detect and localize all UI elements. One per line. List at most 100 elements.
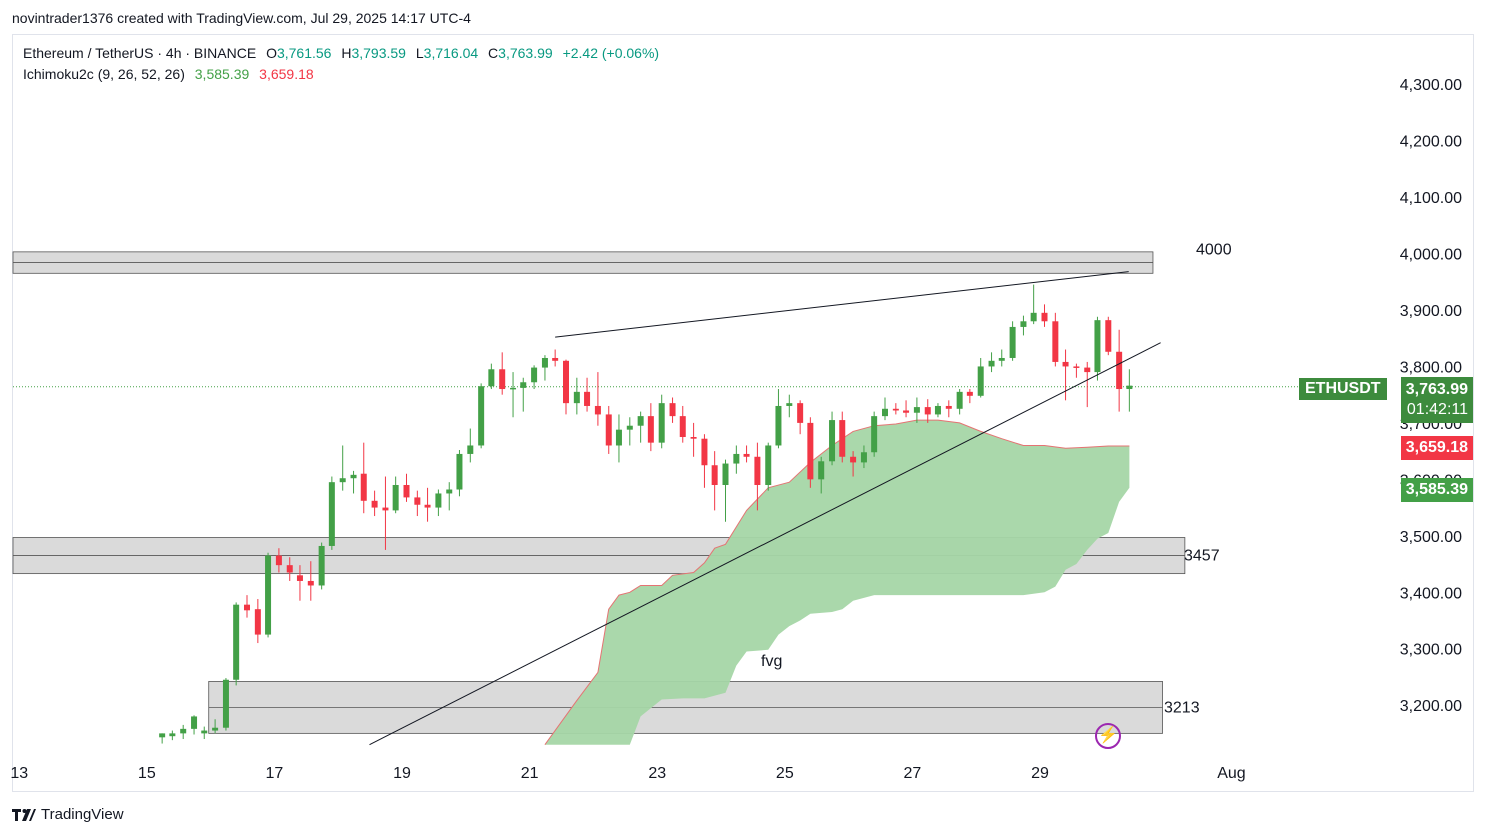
candle bbox=[615, 414, 622, 463]
candle-body bbox=[637, 416, 644, 426]
candle bbox=[382, 476, 389, 550]
candle-body bbox=[818, 461, 825, 480]
candle-body bbox=[446, 489, 453, 494]
candle-body bbox=[765, 445, 772, 485]
symbol-legend[interactable]: Ethereum / TetherUS · 4h · BINANCE O3,76… bbox=[23, 45, 659, 61]
candle-body bbox=[499, 369, 506, 390]
zone-label-4000: 4000 bbox=[1196, 242, 1232, 259]
candle bbox=[839, 411, 846, 463]
candle bbox=[403, 473, 410, 502]
candle-body bbox=[658, 403, 665, 443]
candle-body bbox=[307, 580, 314, 586]
candle-body bbox=[966, 391, 973, 396]
candle-body bbox=[860, 452, 867, 463]
candle bbox=[520, 377, 527, 412]
candle bbox=[169, 730, 176, 741]
candle-body bbox=[584, 391, 591, 406]
zone-label-3213: 3213 bbox=[1164, 699, 1200, 716]
candle-body bbox=[212, 727, 219, 731]
candle-body bbox=[233, 604, 240, 680]
symbol-title: Ethereum / TetherUS · 4h · BINANCE bbox=[23, 45, 257, 61]
candle bbox=[605, 405, 612, 454]
candle bbox=[212, 719, 219, 734]
indicator-value-1: 3,585.39 bbox=[194, 66, 250, 82]
candle-body bbox=[934, 405, 941, 415]
candle bbox=[1062, 349, 1069, 401]
candle-body bbox=[1094, 320, 1101, 373]
close-label: C bbox=[488, 45, 499, 61]
candle-body bbox=[605, 414, 612, 446]
candle-body bbox=[1030, 312, 1037, 322]
candle bbox=[988, 352, 995, 373]
candle bbox=[328, 476, 335, 550]
candle-body bbox=[871, 416, 878, 453]
y-tick-label: 3,400.00 bbox=[1400, 585, 1462, 602]
candle-body bbox=[615, 429, 622, 446]
indicator-title: Ichimoku2c (9, 26, 52, 26) bbox=[23, 66, 185, 82]
candle bbox=[786, 394, 793, 418]
candle bbox=[1009, 321, 1016, 361]
candle-body bbox=[339, 478, 346, 483]
candle-body bbox=[679, 416, 686, 438]
candle bbox=[860, 445, 867, 469]
lightning-icon[interactable]: ⚡ bbox=[1095, 723, 1121, 749]
candle-body bbox=[977, 366, 984, 396]
candle bbox=[296, 565, 303, 601]
x-tick-label: 23 bbox=[648, 765, 666, 782]
candle-body bbox=[924, 407, 931, 415]
candle-body bbox=[510, 387, 517, 390]
candle-body bbox=[1073, 366, 1080, 368]
candle bbox=[669, 397, 676, 423]
candle bbox=[807, 417, 814, 488]
candle bbox=[552, 349, 559, 367]
trendline-1 bbox=[555, 271, 1129, 338]
candle-body bbox=[786, 403, 793, 406]
candle-body bbox=[690, 437, 697, 439]
candle-body bbox=[563, 360, 569, 404]
candle bbox=[733, 445, 740, 474]
candle bbox=[318, 542, 325, 590]
candle bbox=[679, 405, 686, 443]
candle bbox=[1116, 329, 1123, 412]
y-tick-label: 3,500.00 bbox=[1400, 529, 1462, 546]
candle-body bbox=[733, 453, 740, 464]
candle bbox=[1041, 304, 1048, 327]
candle bbox=[180, 724, 187, 740]
indicator-value-2: 3,659.18 bbox=[259, 66, 314, 82]
candle-body bbox=[711, 465, 718, 485]
candle bbox=[159, 733, 166, 744]
x-tick-label: 17 bbox=[266, 765, 284, 782]
y-tick-label: 4,100.00 bbox=[1400, 190, 1462, 207]
candle-body bbox=[882, 408, 888, 417]
tradingview-logo-icon bbox=[12, 808, 36, 821]
candle bbox=[446, 482, 453, 511]
candle bbox=[626, 417, 633, 446]
candle-body bbox=[754, 456, 761, 485]
candle bbox=[765, 442, 772, 491]
x-tick-label: 25 bbox=[776, 765, 794, 782]
candle bbox=[191, 715, 198, 735]
candle-body bbox=[169, 733, 176, 737]
open-label: O bbox=[266, 45, 277, 61]
candle bbox=[956, 389, 963, 415]
candle bbox=[435, 489, 442, 517]
candle-body bbox=[839, 420, 846, 457]
candle bbox=[573, 377, 580, 415]
candle bbox=[658, 394, 665, 449]
trendline-2 bbox=[369, 342, 1161, 746]
change-value: +2.42 (+0.06%) bbox=[562, 45, 660, 61]
fvg-label: fvg bbox=[761, 653, 782, 670]
candle-body bbox=[701, 438, 708, 466]
candle-body bbox=[807, 422, 814, 480]
candle bbox=[945, 400, 952, 418]
tradingview-brand[interactable]: TradingView bbox=[12, 806, 124, 823]
candle bbox=[201, 726, 208, 740]
candle bbox=[339, 445, 346, 491]
candle bbox=[541, 355, 548, 381]
candle-body bbox=[254, 609, 261, 635]
candle bbox=[414, 490, 421, 517]
indicator-legend[interactable]: Ichimoku2c (9, 26, 52, 26) 3,585.39 3,65… bbox=[23, 66, 314, 82]
candle bbox=[850, 451, 857, 477]
candle bbox=[690, 422, 697, 457]
